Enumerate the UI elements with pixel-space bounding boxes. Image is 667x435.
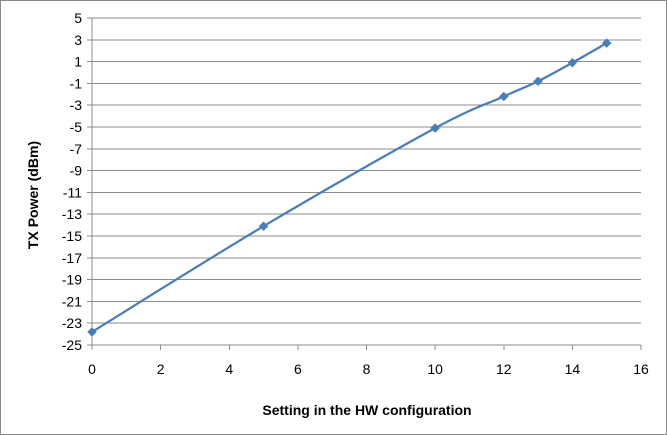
y-tick-label: -11: [63, 184, 82, 200]
series-line: [91, 42, 608, 333]
x-tick-label: 10: [427, 361, 443, 377]
y-tick-label: -25: [62, 337, 82, 353]
y-tick-label: -9: [70, 163, 83, 179]
x-tick-label: 2: [157, 361, 165, 377]
y-tick-label: -1: [70, 75, 83, 91]
y-tick-label: -7: [70, 141, 83, 157]
x-tick-label: 0: [88, 361, 96, 377]
y-tick-label: -15: [62, 228, 82, 244]
x-tick-label: 14: [565, 361, 581, 377]
x-tick-label: 4: [225, 361, 233, 377]
data-point-marker: [601, 38, 612, 48]
axes: [87, 17, 642, 350]
y-tick-label: -19: [62, 272, 82, 288]
y-tick-label: -3: [70, 97, 83, 113]
data-point-marker: [258, 221, 269, 232]
y-tick-label: 1: [74, 54, 82, 70]
data-point-marker: [498, 91, 509, 102]
y-tick-label: 3: [74, 32, 82, 48]
gridlines: [92, 17, 641, 346]
x-tick-label: 6: [294, 361, 302, 377]
x-tick-label: 16: [633, 361, 649, 377]
y-tick-label: -21: [62, 293, 82, 309]
data-point-marker: [430, 123, 440, 133]
y-tick-label: -5: [70, 119, 83, 135]
data-point-marker: [87, 327, 97, 337]
y-tick-label: -13: [62, 206, 82, 222]
y-tick-label: -23: [62, 315, 82, 331]
data-point-marker: [567, 57, 578, 68]
data-series: [87, 38, 612, 337]
y-tick-label: -17: [62, 250, 82, 266]
data-point-marker: [533, 76, 543, 87]
x-tick-label: 8: [363, 361, 371, 377]
y-tick-label: 5: [74, 10, 82, 26]
y-axis-title: TX Power (dBm): [25, 141, 41, 249]
x-tick-label: 12: [496, 361, 512, 377]
x-axis-title: Setting in the HW configuration: [262, 402, 471, 418]
